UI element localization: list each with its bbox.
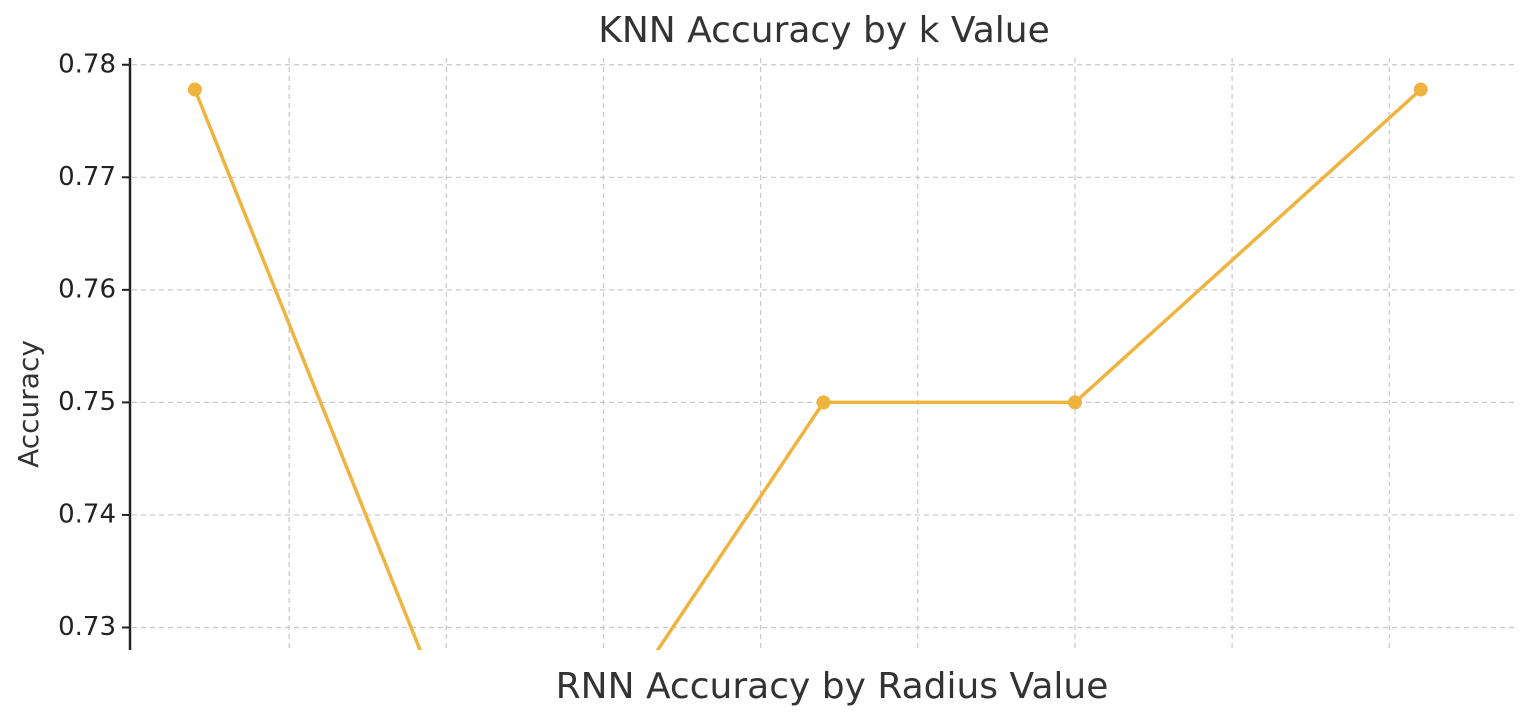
y-tick-label: 0.73 [58,612,116,642]
y-tick-label: 0.75 [58,387,116,417]
plot-area [187,82,1428,650]
y-axis-label: Accuracy [12,340,45,468]
y-tick-label: 0.74 [58,499,116,529]
point [1413,82,1428,97]
line [193,88,1422,650]
grid [132,58,1515,650]
point [187,82,202,97]
point [1067,395,1082,410]
y-tick-label: 0.76 [58,274,116,304]
x-axis-label: RNN Accuracy by Radius Value [556,666,1109,707]
point [816,395,831,410]
y-tick-label: 0.78 [58,49,116,79]
y-tick-label: 0.77 [58,162,116,192]
chart-title: KNN Accuracy by k Value [598,10,1049,51]
